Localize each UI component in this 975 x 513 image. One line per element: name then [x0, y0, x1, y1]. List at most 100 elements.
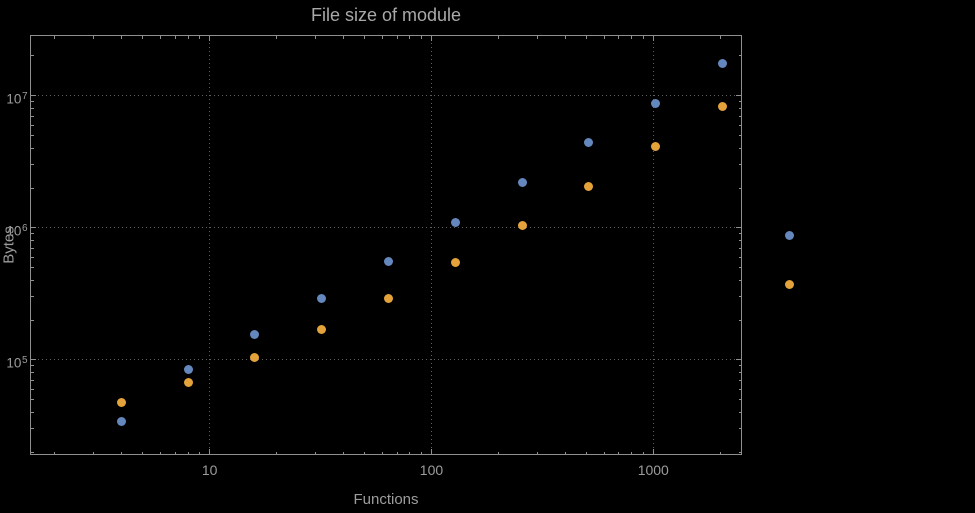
y-tick-right: [736, 95, 742, 97]
y-tick-left: [30, 227, 36, 229]
x-tick-top: [536, 35, 538, 39]
data-point-series-2: [317, 324, 327, 334]
y-tick-right: [738, 164, 742, 166]
y-tick-left: [30, 296, 34, 298]
data-point-series-1: [717, 59, 727, 69]
y-tick-left: [30, 359, 36, 361]
x-tick-bottom: [93, 451, 95, 455]
y-tick-right: [738, 256, 742, 258]
x-tick-top: [342, 35, 344, 39]
y-tick-right: [738, 379, 742, 381]
x-tick-top: [142, 35, 144, 39]
y-tick-left: [30, 115, 34, 117]
x-tick-top: [396, 35, 398, 39]
x-tick-top: [497, 35, 499, 39]
data-point-series-2: [717, 101, 727, 111]
x-tick-bottom: [719, 451, 721, 455]
x-tick-bottom: [564, 451, 566, 455]
x-tick-bottom: [396, 451, 398, 455]
x-tick-top: [120, 35, 122, 39]
y-tick-right: [738, 247, 742, 249]
y-tick-left: [30, 233, 34, 235]
x-tick-top: [54, 35, 56, 39]
x-tick-top: [430, 35, 432, 41]
x-tick-top: [586, 35, 587, 39]
y-tick-left: [30, 267, 34, 269]
x-tick-top: [618, 35, 620, 39]
x-tick-bottom: [120, 451, 122, 455]
x-tick-label: 1000: [637, 462, 669, 478]
x-tick-top: [642, 35, 644, 39]
y-tick-right: [738, 101, 742, 103]
data-point-series-2: [584, 182, 594, 192]
x-tick-bottom: [209, 449, 211, 455]
plot-frame: [30, 35, 742, 455]
x-tick-bottom: [142, 451, 144, 455]
y-tick-left: [30, 124, 34, 126]
gridline-horizontal: [30, 359, 742, 361]
x-tick-top: [314, 35, 316, 39]
y-tick-left: [30, 379, 34, 381]
x-tick-bottom: [603, 451, 605, 455]
x-tick-bottom: [618, 451, 620, 455]
y-tick-right: [738, 411, 742, 413]
y-tick-right: [738, 147, 742, 149]
x-tick-top: [209, 35, 211, 41]
y-tick-label: 106: [6, 222, 28, 239]
data-point-series-1: [584, 138, 594, 148]
y-tick-right: [738, 365, 742, 367]
x-tick-top: [420, 35, 422, 39]
x-tick-bottom: [420, 451, 422, 455]
y-tick-label: 107: [6, 90, 28, 107]
y-tick-left: [30, 411, 34, 413]
data-point-series-2: [250, 352, 260, 362]
y-tick-left: [30, 108, 34, 110]
y-tick-left: [30, 101, 34, 103]
data-point-series-1: [450, 217, 460, 227]
y-tick-right: [738, 108, 742, 110]
x-tick-top: [159, 35, 161, 39]
x-tick-top: [187, 35, 189, 39]
x-tick-top: [174, 35, 176, 39]
y-tick-right: [736, 359, 742, 361]
data-point-series-2: [517, 220, 527, 230]
data-point-series-1: [517, 178, 527, 188]
x-axis-label: Functions: [353, 491, 419, 508]
y-tick-right: [738, 428, 742, 430]
x-tick-bottom: [536, 451, 538, 455]
x-tick-bottom: [381, 451, 383, 455]
y-tick-left: [30, 247, 34, 249]
data-point-series-2: [383, 294, 393, 304]
data-point-series-2: [183, 377, 193, 387]
y-tick-right: [738, 296, 742, 298]
x-tick-bottom: [652, 449, 654, 455]
x-tick-top: [199, 35, 200, 39]
x-tick-top: [275, 35, 277, 39]
y-tick-label: 105: [6, 354, 28, 371]
x-tick-bottom: [642, 451, 644, 455]
data-point-series-1: [784, 231, 794, 241]
x-tick-top: [719, 35, 721, 39]
y-tick-right: [738, 233, 742, 235]
y-tick-right: [738, 319, 742, 321]
x-tick-bottom: [430, 449, 432, 455]
x-tick-bottom: [409, 451, 411, 455]
x-tick-label: 10: [201, 462, 218, 478]
data-point-series-2: [450, 257, 460, 267]
chart-title: File size of module: [310, 5, 462, 25]
x-tick-bottom: [631, 451, 633, 455]
data-point-series-1: [250, 330, 260, 340]
y-tick-right: [738, 388, 742, 390]
y-tick-left: [30, 428, 34, 430]
data-point-series-1: [183, 364, 193, 374]
x-tick-label: 100: [419, 462, 444, 478]
data-point-series-1: [383, 256, 393, 266]
x-tick-top: [652, 35, 654, 41]
x-tick-top: [409, 35, 411, 39]
y-tick-right: [738, 187, 742, 189]
y-tick-left: [30, 399, 34, 401]
x-tick-top: [93, 35, 95, 39]
y-tick-right: [738, 135, 742, 136]
x-tick-top: [364, 35, 366, 39]
